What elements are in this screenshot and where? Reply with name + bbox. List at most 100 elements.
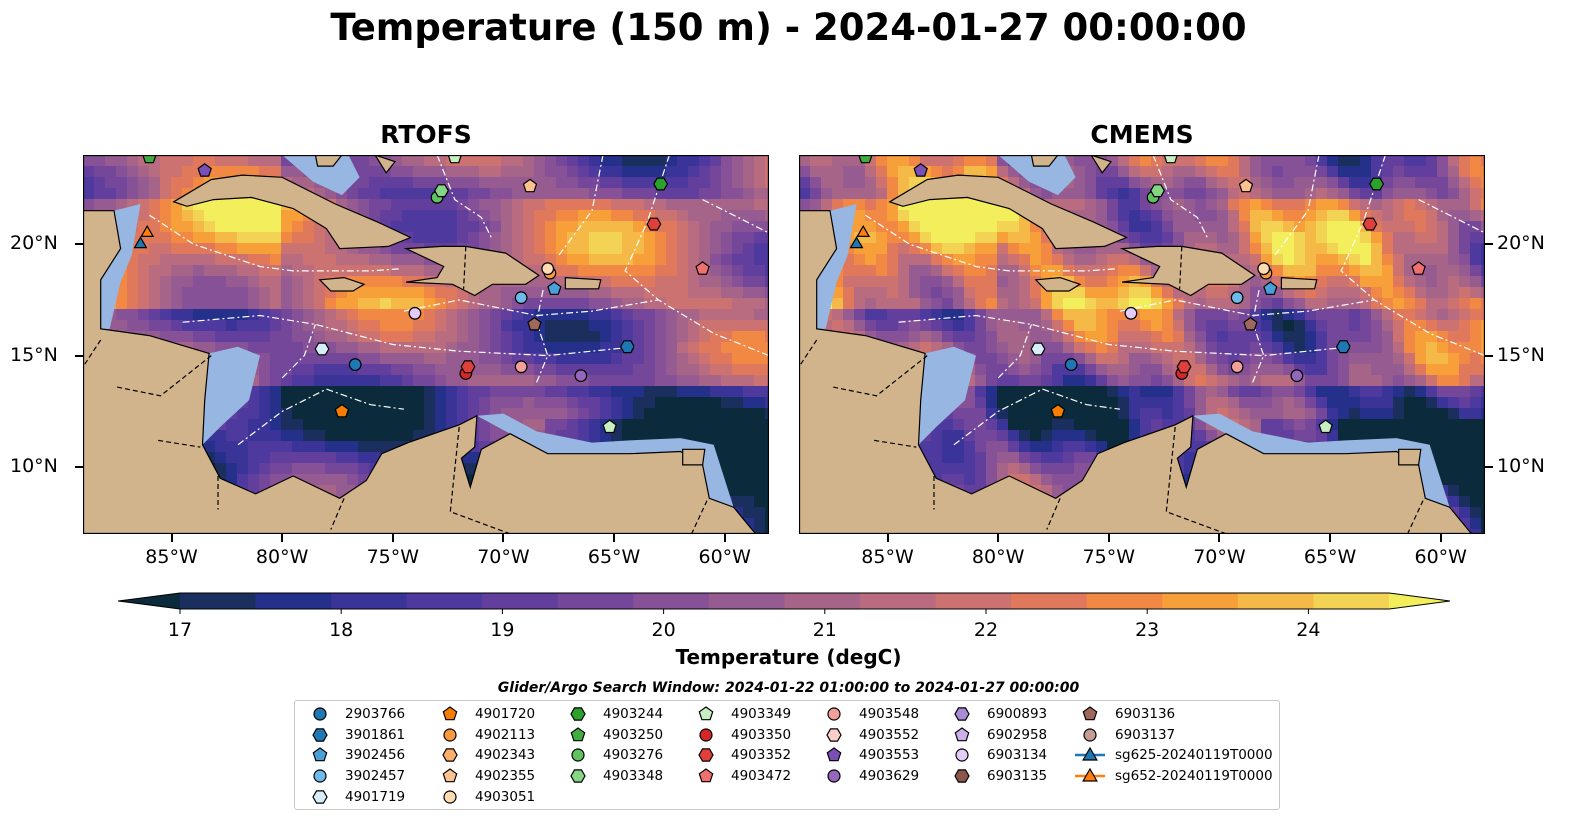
lon-tick-label: 80°W: [971, 546, 1025, 568]
legend-item-6903135: 6903135: [945, 766, 1047, 786]
hexagon-marker-icon: [312, 727, 328, 742]
marker-4901720: [1050, 403, 1066, 418]
marker-4903352: [460, 360, 476, 374]
marker-4903051: [1257, 262, 1271, 276]
lon-tick-label: 65°W: [587, 546, 641, 568]
marker-4901719: [1030, 342, 1046, 356]
eez-boundary: [1418, 199, 1485, 234]
panel-title-cmems: CMEMS: [1090, 120, 1194, 149]
legend-label: 4903352: [731, 747, 792, 764]
lon-tick: [1439, 534, 1442, 542]
legend-item-4903350: 4903350: [689, 725, 791, 745]
colorbar-segment: [1011, 593, 1088, 609]
marker-sg652-20240119T0000: [856, 225, 871, 238]
panel-title-rtofs: RTOFS: [380, 120, 472, 149]
legend-item-4903552: 4903552: [817, 725, 919, 745]
legend-label: 6903134: [987, 747, 1048, 764]
shallow-bahamas-bank: [998, 155, 1076, 196]
map-panel-cmems: [799, 155, 1485, 534]
country-border: [83, 339, 102, 368]
circle-marker-icon: [443, 728, 457, 742]
legend-label: 4903548: [859, 706, 920, 722]
lon-tick-label: 75°W: [366, 546, 420, 568]
marker-4903629: [1290, 369, 1304, 383]
lon-tick: [1218, 534, 1221, 542]
eez-boundary: [535, 288, 549, 383]
lon-tick: [391, 534, 394, 542]
eez-boundary: [702, 199, 769, 234]
marker-4903553: [197, 163, 212, 177]
marker-4903349: [602, 419, 617, 434]
country-border: [1179, 246, 1183, 289]
pentagon-marker-icon: [312, 747, 328, 762]
legend-marker: [442, 706, 458, 721]
country-border: [449, 426, 513, 534]
marker-6903136: [1243, 316, 1258, 331]
pentagon-marker-icon: [698, 768, 714, 783]
colorbar-tick-label: 22: [974, 619, 998, 641]
circle-marker-icon: [699, 728, 713, 742]
colorbar-tick-label: 23: [1135, 619, 1159, 641]
lon-tick-label: 85°W: [861, 546, 914, 568]
land-bahamas1: [314, 155, 343, 167]
legend-item-4903553: 4903553: [817, 745, 919, 765]
lon-tick-label: 70°W: [1193, 546, 1246, 568]
lon-tick: [723, 534, 726, 542]
colorbar-segment: [708, 593, 785, 609]
legend-item-6902958: 6902958: [945, 725, 1047, 745]
legend-item-4903250: 4903250: [561, 725, 663, 745]
legend-label: 4903629: [859, 768, 920, 785]
colorbar-segment: [331, 593, 408, 609]
marker-4903348: [1150, 184, 1165, 198]
legend-label: 3902456: [345, 747, 406, 764]
legend-marker: [698, 706, 714, 721]
lon-tick: [613, 534, 616, 542]
legend: 2903766 3901861 3902456 3902457 4901719 49017…: [294, 700, 1280, 810]
colorbar-segment: [1237, 593, 1314, 609]
marker-4903250: [142, 155, 157, 164]
land-hispaniola: [403, 245, 540, 297]
marker-4903472: [695, 261, 710, 275]
eez-boundary: [1119, 299, 1375, 317]
legend-marker: [826, 727, 842, 742]
legend-marker: [313, 707, 327, 721]
country-border: [330, 498, 345, 530]
circle-marker-icon: [313, 707, 327, 721]
legend-item-4903348: 4903348: [561, 766, 663, 786]
land-jamaica: [318, 276, 366, 292]
legend-label: 4903348: [603, 768, 664, 785]
circle-marker-icon: [955, 748, 969, 762]
marker-4903352: [1362, 217, 1378, 231]
legend-item-3902456: 3902456: [303, 745, 405, 765]
legend-label: 4902113: [475, 726, 536, 743]
marker-4903244: [653, 177, 669, 191]
legend-marker: [954, 726, 970, 741]
eez-boundary: [436, 155, 493, 240]
legend-marker: [570, 707, 586, 721]
triangle-line-marker-icon: [1075, 747, 1105, 761]
legend-marker: [312, 747, 328, 762]
eez-boundary: [1340, 155, 1485, 357]
legend-item-4903051: 4903051: [433, 787, 535, 807]
lat-tick-label: 20°N: [10, 232, 58, 255]
colorbar-tick-label: 19: [490, 619, 514, 641]
lon-tick: [997, 534, 1000, 542]
legend-label: 4902355: [475, 768, 536, 785]
land-puerto-rico: [564, 276, 602, 290]
legend-item-sg625-20240119T0000: sg625-20240119T0000: [1073, 745, 1273, 765]
land-hispaniola: [1119, 245, 1256, 297]
legend-label: 6902958: [987, 726, 1048, 743]
legend-item-4903276: 4903276: [561, 745, 663, 765]
lon-tick: [886, 534, 889, 542]
legend-label: 6903135: [987, 768, 1048, 785]
circle-marker-icon: [827, 707, 841, 721]
country-border: [690, 500, 708, 534]
shallow-venezuela-shelf: [1192, 413, 1450, 508]
circle-marker-icon: [313, 769, 327, 783]
legend-label: 4903250: [603, 726, 664, 743]
legend-label: 4903349: [731, 706, 792, 722]
land-central-america: [83, 210, 757, 534]
legend-label: 4903472: [731, 768, 792, 785]
land-bahamas2: [1090, 155, 1113, 174]
circle-marker-icon: [571, 748, 585, 762]
